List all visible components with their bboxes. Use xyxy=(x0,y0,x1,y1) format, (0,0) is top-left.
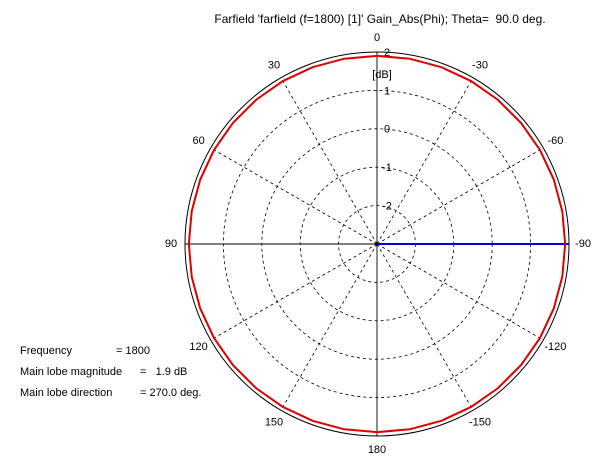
grid-spoke xyxy=(376,77,474,245)
annotation-value: = 270.0 deg. xyxy=(140,387,201,399)
r-tick-label: 2 xyxy=(384,47,390,59)
annotation-label: Main lobe direction xyxy=(20,387,112,399)
theta-tick-label: 120 xyxy=(189,341,207,353)
theta-tick-label: -30 xyxy=(472,60,488,72)
series-line xyxy=(187,54,567,434)
theta-tick-label: -90 xyxy=(575,238,591,250)
grid-spoke xyxy=(280,243,378,411)
annotation-value: = 1.9 dB xyxy=(140,366,187,378)
r-tick-label: 0 xyxy=(384,124,390,136)
theta-tick-label: 30 xyxy=(268,60,280,72)
theta-tick-label: -120 xyxy=(544,341,566,353)
r-tick-label: 1 xyxy=(384,85,390,97)
grid-spoke xyxy=(376,243,474,411)
grid-spoke xyxy=(376,147,544,245)
annotation-value: = 1800 xyxy=(116,345,150,357)
theta-tick-label: -150 xyxy=(469,416,491,428)
theta-tick-label: 0 xyxy=(374,32,380,44)
r-tick-label: -1 xyxy=(382,162,392,174)
theta-tick-label: -60 xyxy=(547,135,563,147)
theta-tick-label: 150 xyxy=(265,416,283,428)
grid-spoke xyxy=(210,147,378,245)
annotation-label: Frequency xyxy=(20,345,72,357)
chart-title: Farfield 'farfield (f=1800) [1]' Gain_Ab… xyxy=(214,12,545,26)
grid-spoke xyxy=(376,243,544,341)
theta-tick-label: 180 xyxy=(368,444,386,456)
r-tick-label: -2 xyxy=(382,201,392,213)
grid-spoke xyxy=(280,77,378,245)
theta-tick-label: 60 xyxy=(192,135,204,147)
r-axis-label: [dB] xyxy=(372,69,392,81)
grid-spoke xyxy=(210,243,378,341)
annotation-label: Main lobe magnitude xyxy=(20,366,122,378)
theta-tick-label: 90 xyxy=(165,238,177,250)
